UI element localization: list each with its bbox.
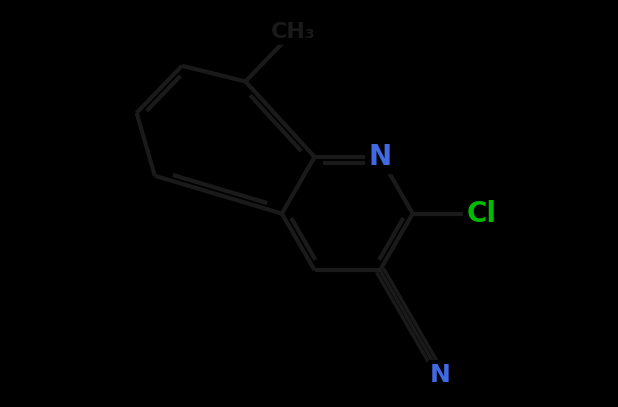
Text: CH₃: CH₃ <box>271 22 315 42</box>
Text: N: N <box>430 363 451 387</box>
Text: Cl: Cl <box>467 199 496 228</box>
Text: N: N <box>368 143 392 171</box>
